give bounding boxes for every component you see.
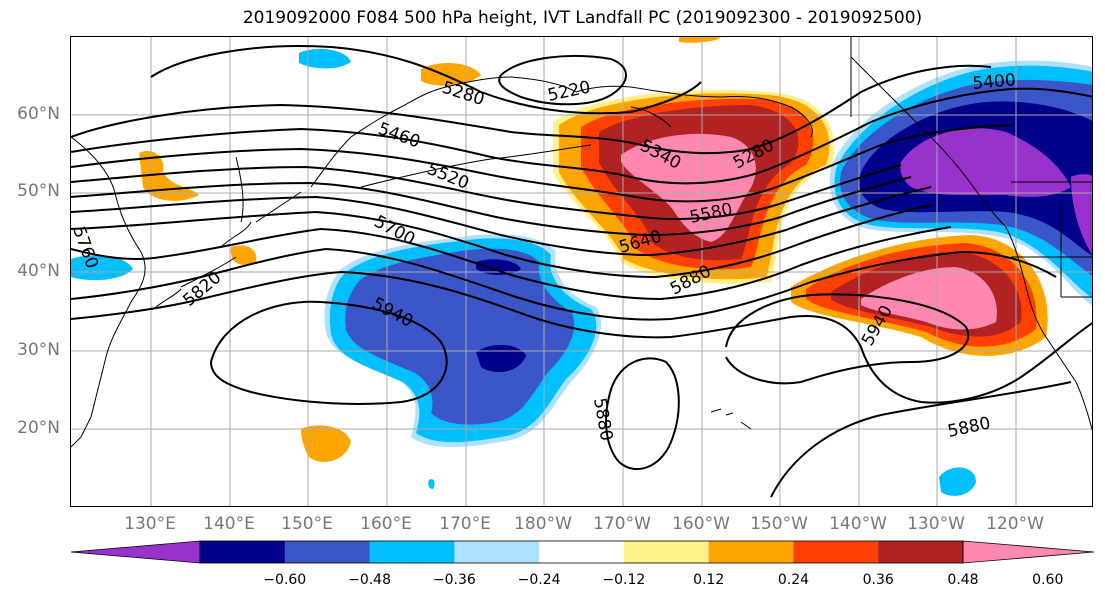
map-canvas: 5280 5220 5460 5520 5400 5340 5280 5580 … xyxy=(71,37,1092,506)
lon-label-150w: 150°W xyxy=(750,514,808,534)
coastline-asia xyxy=(71,136,146,448)
colorbar xyxy=(70,540,1095,568)
contour-5940-east xyxy=(725,293,969,385)
negative-ivt-shading xyxy=(71,48,1092,496)
negative-anomaly-bc-canada xyxy=(1071,174,1092,255)
coastline-kuril xyxy=(255,191,302,223)
colorbar-tick-label: 0.12 xyxy=(693,572,725,588)
contour-5580 xyxy=(71,176,912,237)
lon-label-170e: 170°E xyxy=(439,514,491,534)
lon-label-160e: 160°E xyxy=(360,514,412,534)
contour-label: 5400 xyxy=(972,70,1017,94)
negative-anomaly-central-pacific xyxy=(345,248,575,425)
colorbar-bin xyxy=(454,541,540,563)
colorbar-bin xyxy=(200,541,286,563)
lon-label-140e: 140°E xyxy=(203,514,255,534)
negative-anomaly-central-pacific xyxy=(476,259,521,275)
coastline-sakhalin xyxy=(235,156,244,223)
positive-anomaly-gulf-alaska xyxy=(621,133,756,242)
coastline-hawaii xyxy=(710,408,752,430)
contour-5880-closed xyxy=(605,357,680,471)
positive-anomaly-small xyxy=(230,245,257,265)
colorbar-bin xyxy=(539,541,625,563)
lon-label-140w: 140°W xyxy=(829,514,887,534)
lon-label-130e: 130°E xyxy=(124,514,176,534)
lat-label-60n: 60°N xyxy=(17,104,60,124)
contour-5400 xyxy=(71,87,1092,185)
contour-label: 5700 xyxy=(371,212,419,250)
contour-5700 xyxy=(71,204,932,279)
colorbar-tick-label: −0.48 xyxy=(348,572,391,588)
colorbar-tick-label: −0.60 xyxy=(263,572,307,588)
height-contours xyxy=(71,45,1092,498)
colorbar-tick-label: 0.24 xyxy=(777,572,810,588)
contour-5340 xyxy=(71,64,992,155)
colorbar-bin xyxy=(708,541,794,563)
colorbar-bin xyxy=(878,541,964,563)
coastline-kamchatka xyxy=(310,76,577,188)
colorbar-bin xyxy=(284,541,371,563)
negative-anomaly-central-pacific xyxy=(476,344,526,373)
contour-5220 xyxy=(498,54,627,106)
contour-5880-south xyxy=(770,381,1072,498)
lon-label-150e: 150°E xyxy=(281,514,333,534)
contour-5460 xyxy=(71,124,1012,203)
colorbar-bin xyxy=(793,541,879,563)
contour-label: 5220 xyxy=(546,77,592,106)
contour-5280 xyxy=(150,45,702,115)
positive-anomaly-small xyxy=(301,425,351,462)
state-border xyxy=(850,37,1092,298)
colorbar-tick-label: −0.24 xyxy=(517,572,561,588)
negative-anomaly-small xyxy=(939,467,976,496)
positive-anomaly-ne-pacific xyxy=(861,267,997,330)
lat-label-20n: 20°N xyxy=(17,418,60,438)
colorbar-tick-label: −0.36 xyxy=(432,572,476,588)
lon-label-170w: 170°W xyxy=(593,514,651,534)
negative-anomaly-nw xyxy=(299,48,351,69)
lon-label-130w: 130°W xyxy=(907,514,965,534)
positive-anomaly-small xyxy=(679,37,721,43)
map-panel: 5280 5220 5460 5520 5400 5340 5280 5580 … xyxy=(70,36,1093,507)
negative-anomaly-bc-canada xyxy=(900,128,1071,197)
colorbar-extend-low xyxy=(70,540,201,564)
colorbar-bin xyxy=(369,541,455,563)
colorbar-extend-high xyxy=(962,540,1095,564)
colorbar-bin xyxy=(623,541,710,563)
coastlines xyxy=(71,37,1092,448)
lat-label-40n: 40°N xyxy=(17,261,60,281)
contour-5940 xyxy=(210,300,448,405)
colorbar-svg xyxy=(70,540,1095,564)
colorbar-tick-label: 0.60 xyxy=(1032,572,1064,588)
contour-5760 xyxy=(71,226,952,301)
lon-label-160w: 160°W xyxy=(672,514,730,534)
graticule xyxy=(71,37,1092,506)
contour-label: 5460 xyxy=(375,119,422,153)
coastline-japan xyxy=(155,221,252,308)
contour-5520 xyxy=(71,164,902,220)
contour-label: 5880 xyxy=(589,396,616,442)
contour-label: 5280 xyxy=(439,78,486,110)
lon-label-120w: 120°W xyxy=(986,514,1044,534)
map-title: 2019092000 F084 500 hPa height, IVT Land… xyxy=(242,8,923,28)
lat-label-50n: 50°N xyxy=(17,181,60,201)
lat-label-30n: 30°N xyxy=(17,340,60,360)
negative-anomaly-west xyxy=(71,255,133,281)
contour-label: 5880 xyxy=(946,413,992,442)
colorbar-outline xyxy=(199,540,964,564)
contour-label: 5820 xyxy=(179,268,225,311)
colorbar-tick-label: 0.36 xyxy=(862,572,894,588)
contour-5640 xyxy=(71,186,932,257)
negative-anomaly-small xyxy=(428,479,435,489)
colorbar-tick-label: 0.48 xyxy=(947,572,979,588)
coastline-bc-coast xyxy=(850,56,1092,432)
coastline-alaska xyxy=(575,85,813,138)
lon-label-180w: 180°W xyxy=(514,514,572,534)
colorbar-tick-label: −0.12 xyxy=(602,572,646,588)
contour-5880 xyxy=(71,270,1092,404)
contour-5820 xyxy=(71,247,1057,321)
